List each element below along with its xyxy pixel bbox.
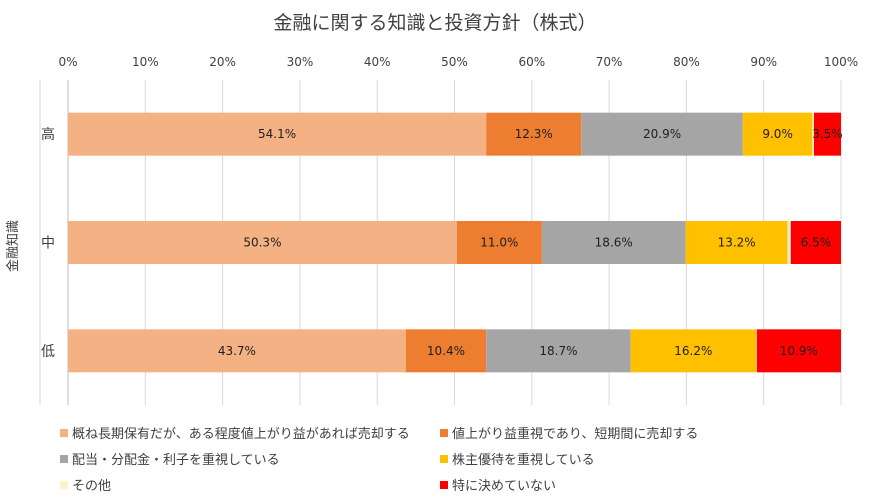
bar-segment <box>630 329 756 373</box>
legend-swatch <box>60 455 68 463</box>
bar-segment <box>755 329 757 373</box>
data-label: 12.3% <box>515 127 553 141</box>
x-tick-label: 90% <box>750 55 777 69</box>
data-label: 11.0% <box>480 236 518 250</box>
x-tick-label: 70% <box>596 55 623 69</box>
bar-segment <box>541 221 686 264</box>
bar-segment <box>742 112 813 156</box>
data-label: 20.9% <box>643 127 681 141</box>
legend-label: 概ね長期保有だが、ある程度値上がり益があれば売却する <box>72 426 410 442</box>
bar-segment <box>68 329 406 373</box>
bar-segment <box>790 221 841 264</box>
chart-title: 金融に関する知識と投資方針（株式） <box>273 12 596 34</box>
x-tick-label: 0% <box>58 55 77 69</box>
bar-segment <box>405 329 487 373</box>
x-axis-ticks: 0% 10% 20% 30% 40% 50% 60% 70% 80% 90% 100% <box>58 55 858 69</box>
data-label: 13.2% <box>718 236 756 250</box>
x-tick-label: 60% <box>518 55 545 69</box>
bar-segment <box>581 112 743 156</box>
data-label: 18.6% <box>595 236 633 250</box>
x-tick-label: 100% <box>824 55 858 69</box>
legend-label: その他 <box>72 479 111 494</box>
legend-swatch <box>440 481 448 489</box>
bar-segment <box>787 221 791 264</box>
x-tick-label: 80% <box>673 55 700 69</box>
y-axis-label: 金融知識 <box>5 220 21 272</box>
legend: 概ね長期保有だが、ある程度値上がり益があれば売却する 値上がり益重視であり、短期間… <box>60 426 698 494</box>
bar-segment <box>68 221 457 264</box>
data-label: 3.5% <box>812 127 843 141</box>
data-label: 6.5% <box>801 236 832 250</box>
data-label: 18.7% <box>539 344 577 358</box>
x-tick-label: 40% <box>364 55 391 69</box>
legend-swatch <box>60 429 68 437</box>
legend-swatch <box>440 455 448 463</box>
x-tick-label: 30% <box>287 55 314 69</box>
data-label: 10.9% <box>780 344 818 358</box>
data-label: 54.1% <box>258 127 296 141</box>
x-tick-label: 10% <box>132 55 159 69</box>
legend-label: 配当・分配金・利子を重視している <box>72 452 280 468</box>
legend-label: 株主優待を重視している <box>452 452 595 468</box>
bar-segment <box>812 112 814 156</box>
category-label: 高 <box>41 126 55 143</box>
bar-segment <box>486 329 631 373</box>
bar-segment <box>486 112 582 156</box>
bar-segment <box>685 221 788 264</box>
data-label: 10.4% <box>427 344 465 358</box>
legend-label: 値上がり益重視であり、短期間に売却する <box>452 426 698 442</box>
bars-group: 54.1% 12.3% 20.9% 9.0% 3.5% 50.3% 11.0% 18.6% 13… <box>68 112 843 373</box>
x-tick-label: 50% <box>441 55 468 69</box>
data-label: 43.7% <box>218 344 256 358</box>
category-label: 中 <box>41 236 55 252</box>
legend-swatch <box>60 481 68 489</box>
bar-segment <box>756 329 841 373</box>
x-tick-label: 20% <box>209 55 236 69</box>
legend-label: 特に決めていない <box>452 479 556 494</box>
data-label: 16.2% <box>674 344 712 358</box>
category-label: 低 <box>41 344 55 360</box>
bar-segment <box>456 221 542 264</box>
data-label: 50.3% <box>243 236 281 250</box>
bar-segment <box>68 112 487 156</box>
category-labels: 高中低 <box>41 126 55 360</box>
legend-swatch <box>440 429 448 437</box>
bar-segment <box>813 112 841 156</box>
data-label: 9.0% <box>762 127 793 141</box>
